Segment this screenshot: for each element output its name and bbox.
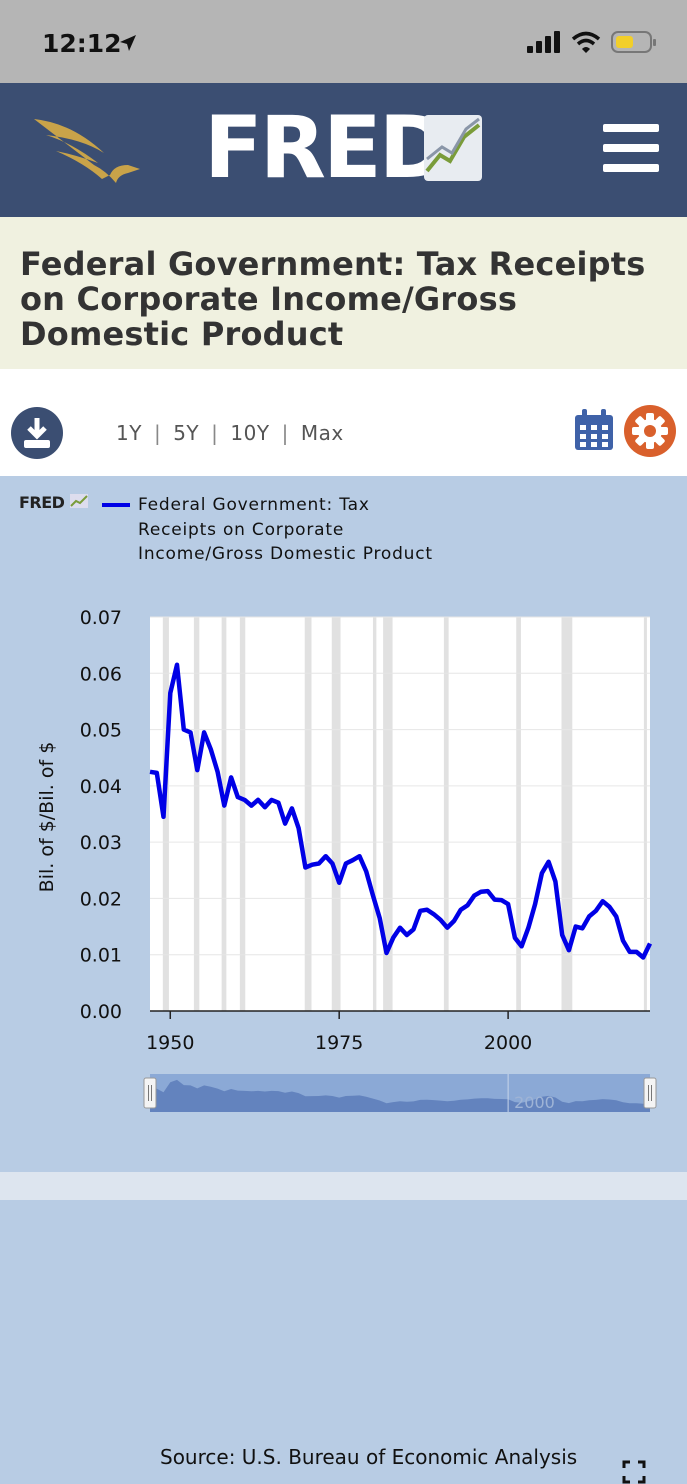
recession-bar	[383, 617, 393, 1011]
recession-bar	[561, 617, 573, 1011]
recession-bar	[643, 617, 647, 1011]
x-tick-label: 1975	[315, 1032, 363, 1054]
chart-area: FRED Federal Government: Tax Receipts on…	[0, 476, 687, 1484]
legend-swatch	[102, 503, 130, 507]
recession-bar	[193, 617, 200, 1011]
series-line	[149, 662, 653, 960]
y-axis-label: Bil. of $/Bil. of $	[36, 741, 58, 893]
y-tick-label: 0.01	[80, 945, 122, 967]
status-bar: 12:12	[0, 0, 687, 83]
recession-bar	[516, 617, 521, 1011]
legend-label: Federal Government: Tax Receipts on Corp…	[138, 495, 433, 564]
fullscreen-icon[interactable]	[622, 1460, 646, 1484]
y-tick-label: 0.06	[80, 663, 122, 685]
line-chart: 0.07 0.06 0.05 0.04 0.03 0.02 0.01 0.00 1950 197…	[80, 607, 657, 1112]
fred-mini-graph-icon	[70, 494, 88, 508]
status-time: 12:12	[42, 29, 122, 58]
range-5y[interactable]: 5Y	[173, 421, 200, 445]
y-tick-label: 0.04	[80, 776, 122, 798]
title-section: Federal Government: Tax Receipts on Corp…	[0, 217, 687, 369]
status-icons	[527, 30, 657, 54]
range-10y[interactable]: 10Y	[230, 421, 270, 445]
recession-bar	[221, 617, 227, 1011]
range-max[interactable]: Max	[300, 421, 344, 445]
settings-gear-icon[interactable]	[623, 404, 677, 458]
y-tick-label: 0.07	[80, 607, 122, 629]
x-tick-label: 1950	[146, 1032, 194, 1054]
recession-bar	[372, 617, 377, 1011]
recession-bar	[304, 617, 312, 1011]
fred-logo-text[interactable]: FRED	[204, 98, 450, 198]
source-note: Source: U.S. Bureau of Economic Analysis	[160, 1445, 578, 1469]
y-tick-label: 0.03	[80, 832, 122, 854]
range-1y[interactable]: 1Y	[116, 421, 142, 445]
eagle-logo-icon[interactable]	[32, 113, 144, 183]
chart-toolbar: 1Y | 5Y | 10Y | Max	[0, 369, 687, 476]
wifi-icon	[571, 31, 601, 53]
y-tick-label: 0.00	[80, 1001, 122, 1023]
download-icon[interactable]	[10, 406, 64, 460]
battery-icon	[611, 31, 656, 53]
recession-bar	[331, 617, 341, 1011]
fred-graph-logo-icon[interactable]	[424, 115, 482, 181]
bottom-strip	[0, 1172, 687, 1200]
site-header: FRED	[0, 83, 687, 217]
y-tick-label: 0.05	[80, 720, 122, 742]
y-tick-label: 0.02	[80, 888, 122, 910]
recession-bar	[443, 617, 449, 1011]
recession-bar	[239, 617, 246, 1011]
navigator-handle[interactable]	[143, 1077, 157, 1109]
location-arrow-icon	[120, 35, 136, 51]
menu-icon[interactable]	[603, 124, 659, 172]
page-title: Federal Government: Tax Receipts on Corp…	[20, 245, 646, 353]
navigator-series	[150, 1079, 650, 1112]
fred-mini-logo: FRED	[19, 493, 65, 512]
x-tick-label: 2000	[484, 1032, 532, 1054]
navigator-label: 2000	[514, 1093, 555, 1112]
signal-icon	[527, 31, 560, 53]
range-links: 1Y | 5Y | 10Y | Max	[116, 421, 344, 445]
calendar-icon[interactable]	[574, 409, 614, 451]
navigator-handle[interactable]	[643, 1077, 657, 1109]
